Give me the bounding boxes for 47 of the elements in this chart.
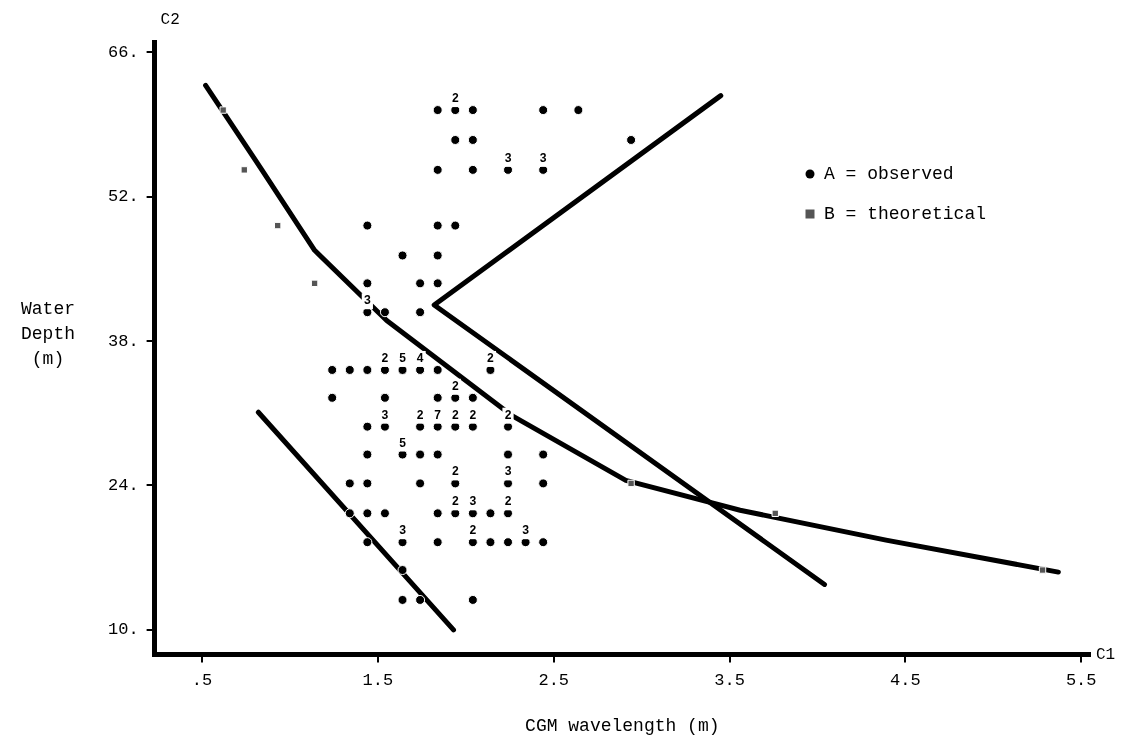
annotation: 2 [381,351,389,366]
annotation: 3 [504,151,512,166]
point [627,479,635,488]
x-tick-label: 3.5 [714,671,745,691]
annotation: 2 [469,524,477,539]
point [1038,566,1047,574]
text: C1 [1096,645,1116,664]
x-tick-label: 4.5 [890,671,921,691]
point [771,509,779,517]
annotation: 4 [416,351,424,366]
legend-label: B = theoretical [824,203,987,224]
annotation: 5 [398,436,407,451]
y-tick-label: 52. [108,187,139,207]
annotation: 2 [451,495,459,510]
annotation: 2 [451,465,459,480]
annotation: 3 [539,151,547,166]
x-tick-label: 2.5 [538,671,570,691]
y-tick-label: 24. [108,475,139,495]
annotation: 5 [398,351,407,366]
x-tick-label: 1.5 [362,671,394,691]
annotation: 7 [434,408,442,423]
annotation: 3 [381,408,389,423]
annotation: 3 [469,495,477,510]
y-tick-label: 66. [108,42,139,62]
point [274,221,282,230]
x-tick-label: 5.5 [1065,671,1097,691]
annotation: 2 [486,351,495,366]
annotation: 3 [522,524,530,539]
legend-label: A = observed [824,163,954,184]
annotation: 3 [398,524,407,539]
annotation: 2 [469,408,477,423]
point [310,279,319,288]
annotation: 2 [504,495,512,510]
x-axis-title: CGM wavelength (m) [525,716,720,737]
y-tick-label: 10. [108,620,139,640]
y-axis-title: Water Depth (m) [20,299,76,370]
x-tick-label: .5 [191,671,213,691]
annotation: 3 [504,465,512,480]
annotation: 2 [451,379,459,394]
text: C2 [160,11,180,30]
annotation: 2 [451,92,459,107]
annotation: 2 [416,408,424,423]
point [240,166,248,174]
annotation: 3 [363,294,371,309]
annotation: 2 [451,408,459,423]
y-tick-label: 38. [108,331,139,351]
point [219,106,227,114]
